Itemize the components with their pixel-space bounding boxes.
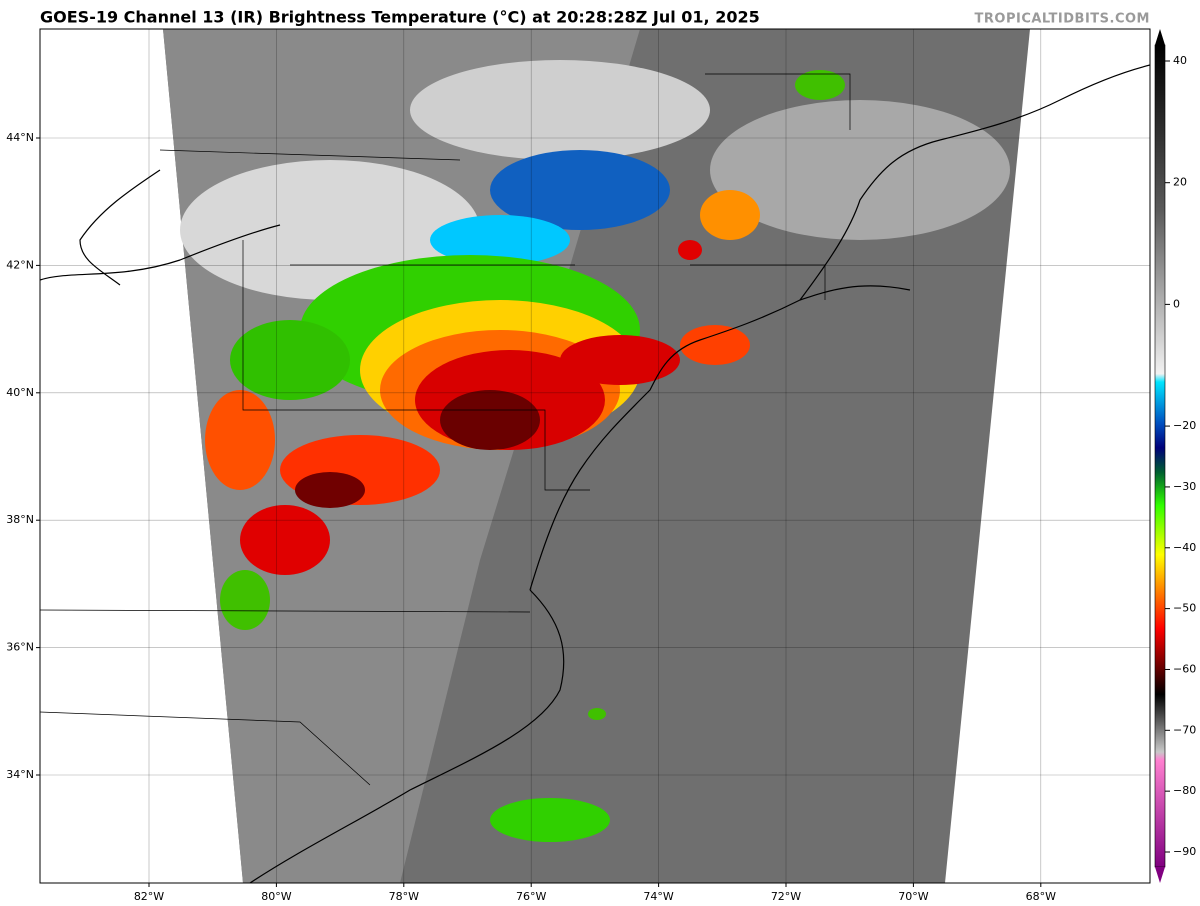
storm bbox=[680, 325, 750, 365]
storm bbox=[678, 240, 702, 260]
storm bbox=[588, 708, 606, 720]
cloud bbox=[410, 60, 710, 160]
lon-label: 68°W bbox=[1026, 890, 1056, 903]
lat-label: 44°N bbox=[6, 131, 34, 144]
colorbar-label: 20 bbox=[1173, 176, 1187, 189]
lon-label: 80°W bbox=[261, 890, 291, 903]
colorbar-label: −30 bbox=[1173, 480, 1196, 493]
colorbar bbox=[1154, 44, 1166, 868]
lat-label: 34°N bbox=[6, 768, 34, 781]
coastline bbox=[40, 169, 281, 286]
lon-label: 72°W bbox=[771, 890, 801, 903]
colorbar-label: −20 bbox=[1173, 419, 1196, 432]
storm bbox=[560, 335, 680, 385]
colorbar-label: −60 bbox=[1173, 662, 1196, 675]
colorbar-label: 40 bbox=[1173, 54, 1187, 67]
lon-label: 74°W bbox=[643, 890, 673, 903]
coastline bbox=[799, 64, 1150, 301]
lon-label: 82°W bbox=[134, 890, 164, 903]
colorbar-label: −40 bbox=[1173, 541, 1196, 554]
coastline bbox=[529, 285, 911, 591]
colorbar-label: −90 bbox=[1173, 845, 1196, 858]
colorbar-label: 0 bbox=[1173, 297, 1180, 310]
colorbar-label: −50 bbox=[1173, 602, 1196, 615]
lon-label: 78°W bbox=[389, 890, 419, 903]
cloud bbox=[490, 150, 670, 230]
colorbar-label: −70 bbox=[1173, 723, 1196, 736]
cloud bbox=[430, 215, 570, 265]
storm bbox=[240, 505, 330, 575]
storm-core bbox=[440, 390, 540, 450]
state-border bbox=[40, 73, 851, 786]
map-area bbox=[40, 29, 1150, 883]
storm bbox=[205, 390, 275, 490]
storm bbox=[490, 798, 610, 842]
storm bbox=[700, 190, 760, 240]
storm-core bbox=[295, 472, 365, 508]
colorbar-label: −80 bbox=[1173, 784, 1196, 797]
colorbar-extend-top bbox=[1155, 29, 1165, 45]
coastline bbox=[249, 589, 565, 883]
storm bbox=[795, 70, 845, 100]
lat-label: 38°N bbox=[6, 513, 34, 526]
cloud bbox=[710, 100, 1010, 240]
storm bbox=[230, 320, 350, 400]
lat-label: 40°N bbox=[6, 386, 34, 399]
lat-label: 42°N bbox=[6, 258, 34, 271]
lon-label: 76°W bbox=[516, 890, 546, 903]
lat-label: 36°N bbox=[6, 641, 34, 654]
lon-label: 70°W bbox=[898, 890, 928, 903]
colorbar-extend-bottom bbox=[1155, 867, 1165, 883]
storm bbox=[220, 570, 270, 630]
credit: TROPICALTIDBITS.COM bbox=[975, 12, 1150, 27]
map-frame bbox=[39, 28, 1151, 884]
title: GOES-19 Channel 13 (IR) Brightness Tempe… bbox=[40, 8, 760, 27]
